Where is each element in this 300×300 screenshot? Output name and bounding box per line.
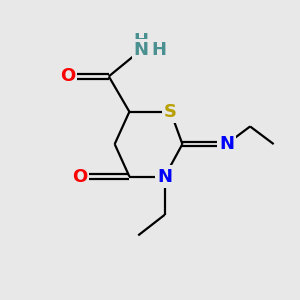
Text: O: O bbox=[72, 167, 87, 185]
Text: N: N bbox=[134, 41, 149, 59]
Text: H: H bbox=[151, 41, 166, 59]
Text: O: O bbox=[60, 68, 75, 85]
Text: H: H bbox=[134, 32, 149, 50]
Text: S: S bbox=[164, 103, 177, 121]
Text: N: N bbox=[157, 167, 172, 185]
Text: N: N bbox=[219, 135, 234, 153]
